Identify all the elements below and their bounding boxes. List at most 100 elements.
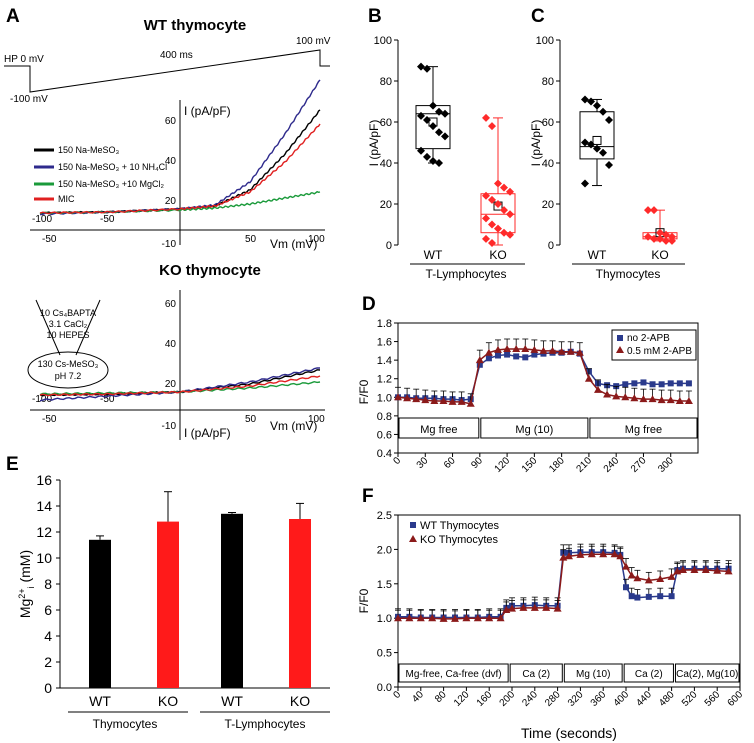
- f-ytick-label-5: 2.5: [377, 510, 392, 522]
- ko-curves: [39, 367, 321, 402]
- c-point-1-5: [644, 232, 652, 241]
- b-point-0-4: [441, 109, 449, 118]
- b-box-1: [480, 193, 516, 234]
- f-series-line-1: [398, 553, 729, 620]
- pipette-line-3: 130 Cs-MeSO₃: [38, 359, 99, 369]
- b-point-0-8: [435, 128, 443, 137]
- b-point-1-15: [482, 234, 490, 243]
- b-boxes: [415, 62, 516, 247]
- e-cat-label-1: KO: [158, 693, 178, 709]
- f-marker-1-14: [542, 603, 551, 611]
- d-xtick-label-5: 150: [520, 455, 540, 475]
- d-marker-1-21: [584, 374, 593, 382]
- b-point-1-11: [488, 220, 496, 229]
- c-point-1-8: [662, 236, 670, 245]
- d-marker-1-5: [439, 397, 448, 404]
- f-marker-1-33: [713, 566, 722, 574]
- f-marker-1-30: [679, 566, 687, 574]
- c-boxes: [579, 95, 678, 245]
- f-legend-marker-1: [409, 535, 417, 542]
- panel-d: F/F0 0.4 0.6 0.8 1.0 1.2 1.4 1.6 1.8 0 30 60 90 120 1…: [357, 318, 699, 475]
- d-legend-marker-1: [616, 346, 624, 353]
- b-point-1-12: [494, 224, 502, 233]
- panel-a-wt-title: WT thymocyte: [144, 17, 247, 34]
- d-marker-1-0: [394, 393, 402, 401]
- protocol-start: -100 mV: [10, 94, 48, 105]
- b-cat-wt: WT: [424, 248, 443, 262]
- legend-label-3: MIC: [58, 194, 75, 204]
- f-marker-0-28: [668, 593, 675, 600]
- f-marker-0-24: [628, 593, 635, 600]
- e-bar-1: [157, 521, 179, 688]
- f-segment-label-4: Ca(2), Mg(10): [676, 669, 738, 680]
- e-ticks: 0 2 4 6 8 10 12 14 16: [36, 472, 60, 696]
- d-segment-box-1: [480, 417, 589, 439]
- d-xtick-label-1: 30: [415, 455, 431, 471]
- b-yticks: 0 20 40 60 80 100: [374, 35, 398, 252]
- cell-outline: [27, 351, 109, 389]
- c-point-1-6: [650, 234, 658, 243]
- f-marker-1-6: [462, 614, 471, 622]
- f-marker-1-27: [656, 574, 665, 582]
- d-marker-1-26: [630, 394, 639, 402]
- d-marker-1-30: [666, 396, 675, 404]
- b-point-1-4: [506, 187, 514, 196]
- d-marker-0-25: [622, 381, 629, 388]
- d-segment-box-0: [398, 417, 480, 439]
- d-segments: Mg free Mg (10) Mg free: [398, 417, 698, 439]
- wt-xtick-neg50a: -50: [100, 214, 115, 225]
- b-point-0-1: [423, 64, 431, 73]
- panel-a-legend: 150 Na-MeSO₃ 150 Na-MeSO₃ + 10 NH₄Cl 150…: [34, 145, 167, 204]
- b-point-1-1: [488, 122, 496, 131]
- e-ytick-label-6: 12: [36, 524, 52, 540]
- c-point-0-9: [605, 161, 613, 170]
- f-xtick-label-5: 200: [498, 689, 518, 709]
- f-marker-1-1: [405, 614, 414, 622]
- b-point-0-0: [417, 62, 425, 71]
- f-marker-1-18: [576, 550, 585, 558]
- b-ytick-label-5: 100: [374, 35, 392, 47]
- f-marker-1-19: [587, 550, 596, 558]
- f-ytick-label-0: 0.0: [377, 682, 392, 694]
- d-marker-1-15: [530, 345, 539, 353]
- d-marker-1-12: [503, 345, 512, 352]
- f-marker-0-25: [634, 594, 641, 601]
- b-point-1-3: [500, 183, 508, 192]
- wt-xtick-100: 100: [308, 234, 325, 245]
- d-marker-0-14: [522, 354, 529, 361]
- e-ytick-label-3: 6: [44, 602, 52, 618]
- f-marker-1-12: [519, 603, 528, 611]
- d-marker-1-16: [539, 346, 548, 354]
- wt-ytick-40: 40: [165, 156, 177, 167]
- f-legend-marker-0: [410, 522, 416, 528]
- e-bars: WT KO WT KO: [89, 491, 311, 709]
- f-xtick-label-0: 0: [391, 689, 403, 701]
- protocol-end: 100 mV: [296, 36, 331, 47]
- ko-xtick-neg50a: -50: [100, 394, 115, 405]
- ko-xtick-neg50b: -50: [42, 414, 57, 425]
- d-xtick-label-9: 270: [629, 455, 649, 475]
- d-xtick-label-8: 240: [602, 455, 622, 475]
- wt-curves: [39, 79, 321, 216]
- e-ytick-label-7: 14: [36, 498, 52, 514]
- d-xtick-label-4: 120: [493, 455, 513, 475]
- f-segment-box-0: [398, 663, 509, 683]
- panel-label-a: A: [6, 6, 20, 27]
- pipette-line-2: 10 HEPES: [46, 330, 89, 340]
- f-xtick-label-10: 400: [612, 689, 632, 709]
- legend-label-1: 150 Na-MeSO₃ + 10 NH₄Cl: [58, 162, 167, 172]
- d-ytick-label-7: 1.8: [377, 318, 392, 330]
- d-xtick-label-0: 0: [391, 455, 403, 467]
- b-xlabel: T-Lymphocytes: [426, 267, 507, 281]
- b-point-0-10: [417, 146, 425, 155]
- f-legend-label-1: KO Thymocytes: [420, 534, 499, 546]
- f-marker-1-23: [622, 562, 630, 570]
- d-marker-0-26: [631, 380, 638, 387]
- f-xlabel: Time (seconds): [521, 725, 617, 741]
- d-marker-0-30: [667, 380, 674, 387]
- ko-ytick-40: 40: [165, 339, 177, 350]
- c-point-0-2: [593, 101, 601, 110]
- f-marker-1-7: [473, 614, 482, 622]
- d-marker-1-27: [639, 395, 648, 403]
- b-point-0-3: [435, 107, 443, 116]
